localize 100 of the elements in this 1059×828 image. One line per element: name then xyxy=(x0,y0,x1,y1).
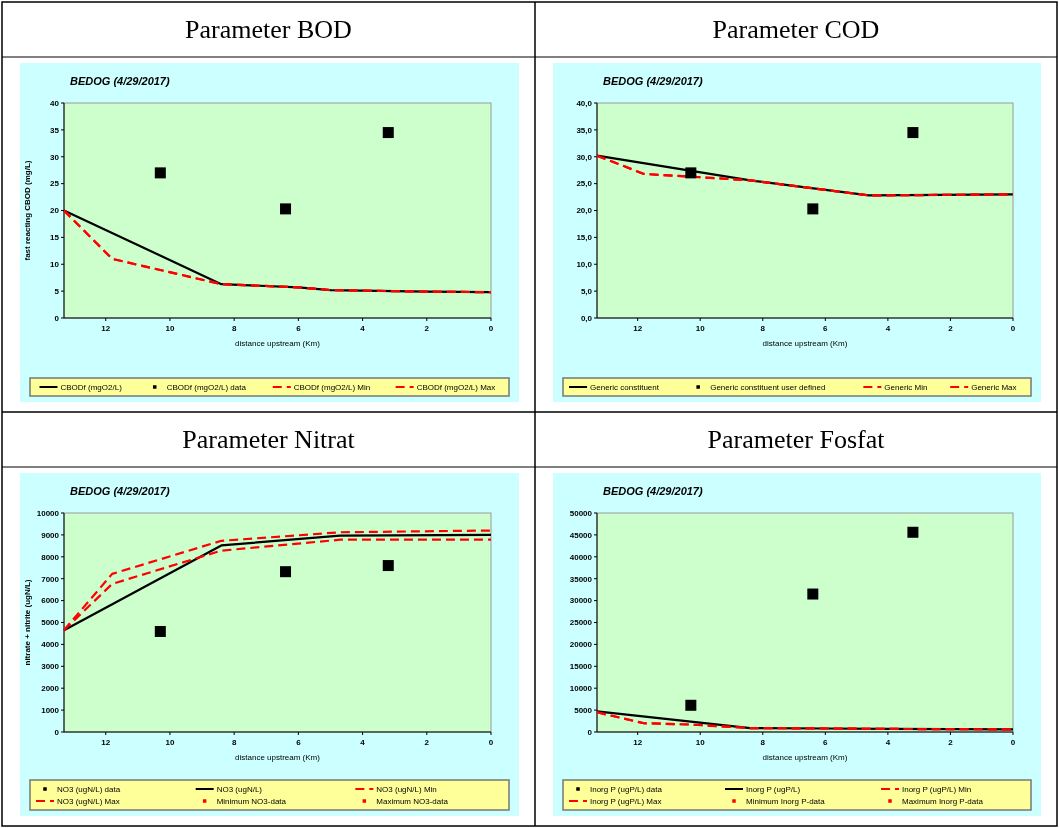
x-tick-label: 4 xyxy=(885,738,891,747)
y-tick-label: 5000 xyxy=(574,705,593,715)
y-tick-label: 3000 xyxy=(41,662,60,672)
x-tick-label: 8 xyxy=(760,324,766,333)
y-tick-label: 5,0 xyxy=(580,286,593,296)
y-tick-label: 35,0 xyxy=(576,125,593,135)
legend-label: Maximum NO3-data xyxy=(376,796,449,806)
x-tick-label: 2 xyxy=(424,738,430,747)
x-tick-label: 12 xyxy=(633,324,643,333)
y-tick-label: 10 xyxy=(50,260,60,270)
x-axis-title: distance upstream (Km) xyxy=(235,339,321,348)
y-tick-label: 20000 xyxy=(569,640,593,650)
x-tick-label: 8 xyxy=(231,324,237,333)
y-tick-label: 30000 xyxy=(569,596,593,606)
x-tick-label: 6 xyxy=(823,324,829,333)
chart-subtitle: BEDOG (4/29/2017) xyxy=(603,485,703,497)
chart-title: Parameter COD xyxy=(712,15,880,44)
legend-label: Generic Max xyxy=(971,382,1017,392)
y-tick-label: 0 xyxy=(54,313,60,323)
y-tick-label: 1000 xyxy=(41,705,60,715)
x-tick-label: 8 xyxy=(231,738,237,747)
y-tick-label: 45000 xyxy=(569,530,593,540)
x-tick-label: 4 xyxy=(360,324,366,333)
legend-label: CBODf (mgO2/L) data xyxy=(166,382,247,392)
x-tick-label: 2 xyxy=(424,324,430,333)
legend-label: Inorg P (ugP/L) Max xyxy=(590,796,662,806)
y-tick-label: 40,0 xyxy=(576,98,593,108)
y-tick-label: 6000 xyxy=(41,596,60,606)
chart-subtitle: BEDOG (4/29/2017) xyxy=(70,75,170,87)
x-tick-label: 0 xyxy=(1010,324,1016,333)
y-tick-label: 7000 xyxy=(41,574,60,584)
y-tick-label: 20,0 xyxy=(576,206,593,216)
y-tick-label: 30,0 xyxy=(576,152,593,162)
y-tick-label: 20 xyxy=(50,206,60,216)
x-tick-label: 2 xyxy=(948,738,954,747)
x-tick-label: 10 xyxy=(695,324,706,333)
y-tick-label: 15,0 xyxy=(576,233,593,243)
legend-label: Maximum Inorg P-data xyxy=(902,796,984,806)
y-tick-label: 30 xyxy=(50,152,60,162)
x-tick-label: 0 xyxy=(1010,738,1016,747)
y-tick-label: 25 xyxy=(50,179,60,189)
x-tick-label: 6 xyxy=(296,738,302,747)
legend-label: Minimum NO3-data xyxy=(216,796,287,806)
chart-title: Parameter BOD xyxy=(185,15,352,44)
legend-label: Inorg P (ugP/L) Min xyxy=(902,784,972,794)
x-tick-label: 12 xyxy=(633,738,643,747)
legend-label: NO3 (ugN/L) Min xyxy=(376,784,437,794)
y-tick-label: 25,0 xyxy=(576,179,593,189)
legend-label: CBODf (mgO2/L) Min xyxy=(293,382,371,392)
y-tick-label: 35 xyxy=(50,125,60,135)
chart-title: Parameter Nitrat xyxy=(182,425,356,454)
legend-label: Generic constituent xyxy=(590,382,660,392)
y-tick-label: 15000 xyxy=(569,662,593,672)
y-tick-label: 15 xyxy=(50,233,60,243)
y-axis-title: fast reacting CBOD (mg/L) xyxy=(23,160,32,261)
x-axis-title: distance upstream (Km) xyxy=(235,753,321,762)
y-tick-label: 2000 xyxy=(41,684,60,693)
legend-label: Inorg P (ugP/L) xyxy=(746,784,801,794)
y-tick-label: 4000 xyxy=(41,640,60,650)
chart-subtitle: BEDOG (4/29/2017) xyxy=(603,75,703,87)
x-tick-label: 0 xyxy=(488,738,494,747)
y-tick-label: 25000 xyxy=(569,618,593,628)
x-tick-label: 10 xyxy=(165,324,175,333)
y-axis-title: nitrate + nitrite (ugN/L) xyxy=(23,579,32,666)
y-tick-label: 9000 xyxy=(41,530,60,540)
x-tick-label: 8 xyxy=(760,738,766,747)
y-tick-label: 40000 xyxy=(569,552,593,562)
legend-label: CBODf (mgO2/L) Max xyxy=(416,382,496,392)
y-tick-label: 35000 xyxy=(569,574,593,584)
x-axis-title: distance upstream (Km) xyxy=(762,753,848,762)
x-tick-label: 10 xyxy=(165,738,175,747)
legend-label: Minimum Inorg P-data xyxy=(746,796,826,806)
legend-label: Generic Min xyxy=(884,382,928,392)
y-tick-label: 10,0 xyxy=(576,260,593,270)
y-tick-label: 0 xyxy=(54,727,60,737)
x-tick-label: 0 xyxy=(488,324,494,333)
legend-label: Inorg P (ugP/L) data xyxy=(590,784,663,794)
x-tick-label: 4 xyxy=(360,738,366,747)
x-tick-label: 6 xyxy=(296,324,302,333)
x-tick-label: 6 xyxy=(823,738,829,747)
y-tick-label: 5 xyxy=(54,286,60,296)
y-tick-label: 0,0 xyxy=(580,313,593,323)
x-tick-label: 4 xyxy=(885,324,891,333)
legend-label: NO3 (ugN/L) xyxy=(216,784,263,794)
y-tick-label: 10000 xyxy=(36,508,60,518)
x-tick-label: 12 xyxy=(101,738,111,747)
x-axis-title: distance upstream (Km) xyxy=(762,339,848,348)
legend-label: NO3 (ugN/L) Max xyxy=(57,796,120,806)
y-tick-label: 8000 xyxy=(41,552,60,562)
x-tick-label: 2 xyxy=(948,324,954,333)
y-tick-label: 10000 xyxy=(569,684,593,693)
legend-label: CBODf (mgO2/L) xyxy=(60,382,123,392)
legend-label: Generic constituent user defined xyxy=(710,382,826,392)
x-tick-label: 12 xyxy=(101,324,111,333)
y-tick-label: 40 xyxy=(50,98,60,108)
y-tick-label: 0 xyxy=(587,727,593,737)
y-tick-label: 50000 xyxy=(569,508,593,518)
legend-label: NO3 (ugN/L) data xyxy=(57,784,121,794)
chart-subtitle: BEDOG (4/29/2017) xyxy=(70,485,170,497)
x-tick-label: 10 xyxy=(695,738,706,747)
